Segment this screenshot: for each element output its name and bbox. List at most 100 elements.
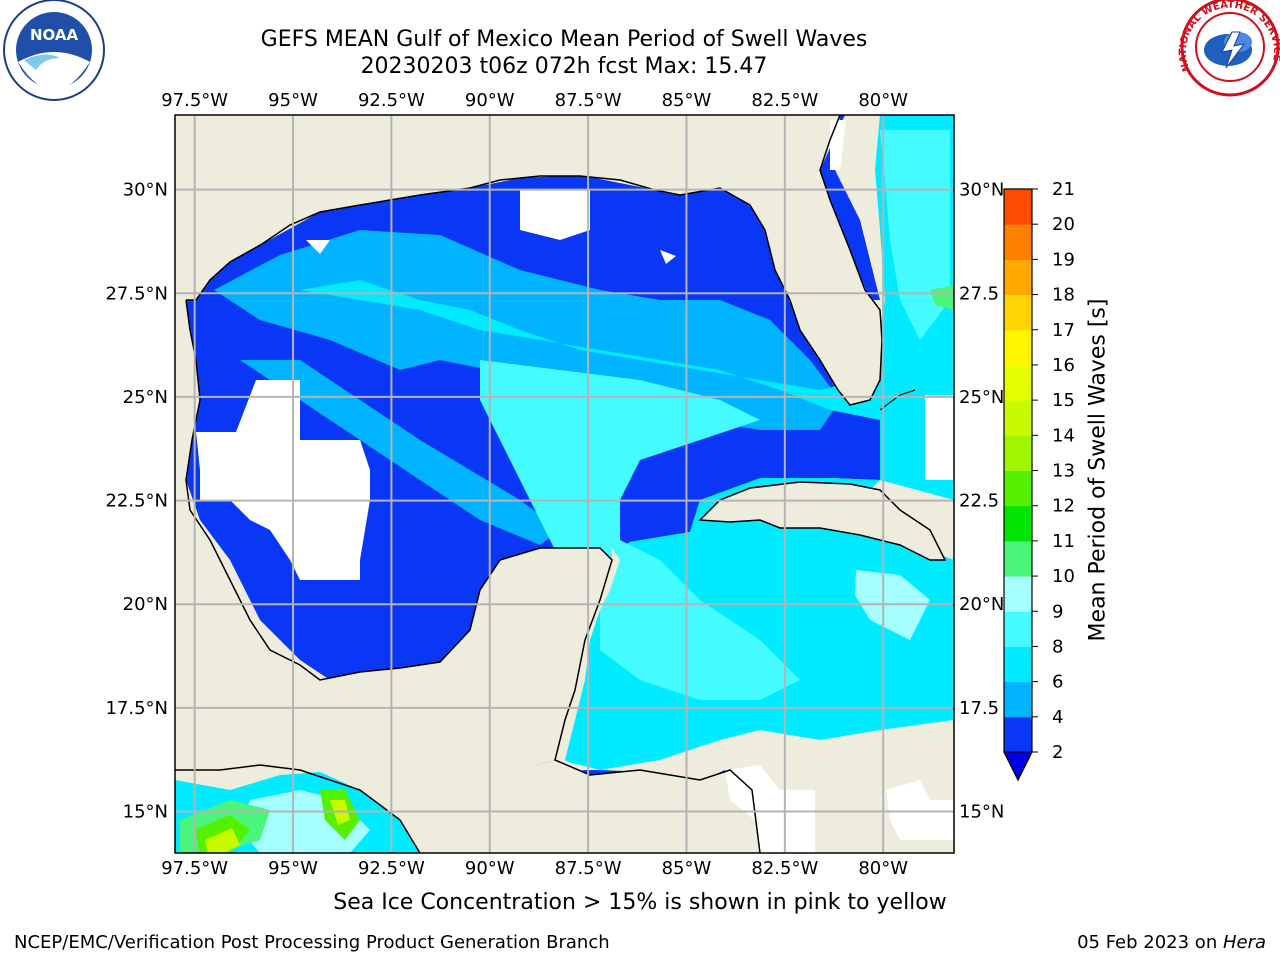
sea-ice-note: Sea Ice Concentration > 15% is shown in … (0, 890, 1280, 915)
colorbar-segment (1004, 224, 1032, 260)
title-line-1: GEFS MEAN Gulf of Mexico Mean Period of … (260, 27, 868, 52)
colorbar-segment (1004, 364, 1032, 401)
lon-label-bottom: 90°W (465, 858, 515, 879)
lon-label-top: 82.5°W (751, 90, 818, 111)
lon-label-top: 92.5°W (358, 90, 425, 111)
lon-label-bottom: 92.5°W (358, 858, 425, 879)
footer-host: Hera (1222, 932, 1266, 953)
lon-label-bottom: 97.5°W (161, 858, 228, 879)
colorbar-tick-label: 21 (1052, 179, 1075, 200)
missing-ne (520, 190, 590, 240)
colorbar-segment (1004, 540, 1032, 577)
lon-label-top: 87.5°W (555, 90, 622, 111)
missing-west (196, 380, 370, 580)
missing-se (886, 780, 954, 840)
lon-label-bottom: 95°W (268, 858, 318, 879)
lon-label-bottom: 87.5°W (555, 858, 622, 879)
colorbar-tick-label: 19 (1052, 249, 1075, 270)
noaa-logo-text: NOAA (30, 26, 79, 44)
missing-honduras (725, 765, 815, 853)
colorbar-tick-label: 13 (1052, 461, 1075, 482)
swell-8-9-b (880, 130, 950, 340)
coastline-fl-keys (879, 389, 916, 411)
sea-ice-note-text: Sea Ice Concentration > 15% is shown in … (333, 890, 947, 915)
lat-label-right: 20°N (959, 594, 1004, 615)
colorbar-segment (1004, 400, 1032, 436)
lat-label-right: 22.5 (959, 491, 999, 512)
colorbar-segment (1004, 505, 1032, 542)
lat-label-right: 30°N (959, 180, 1004, 201)
colorbar: 2 4 6 8 9 10 11 12 13 14 15 16 17 18 19 20 21 (1003, 179, 1075, 782)
footer-date: 05 Feb 2023 on Hera (1077, 932, 1266, 953)
missing-e (925, 395, 954, 480)
colorbar-tick-label: 18 (1052, 285, 1075, 306)
coastline-us (186, 115, 883, 406)
lat-label-left: 22.5°N (105, 491, 168, 512)
colorbar-tick-label: 17 (1052, 320, 1075, 341)
colorbar-tick-label: 16 (1052, 355, 1075, 376)
land-mexico-main (175, 300, 612, 770)
pacific-swell-yellow (205, 828, 240, 853)
lon-label-bottom: 82.5°W (751, 858, 818, 879)
map-panel: 97.5°W 97.5°W 95°W 95°W 92.5°W 92.5°W 90°W 90°W… (105, 90, 1004, 879)
colorbar-tick-label: 20 (1052, 214, 1075, 235)
colorbar-segment (1004, 681, 1032, 718)
lat-label-left: 15°N (123, 802, 168, 823)
lat-label-left: 27.5°N (105, 283, 168, 304)
swell-4-6 (300, 115, 954, 770)
lat-label-left: 25°N (123, 387, 168, 408)
swell-2-4 (214, 230, 840, 430)
lat-label-left: 17.5°N (105, 698, 168, 719)
axis-labels: 97.5°W 97.5°W 95°W 95°W 92.5°W 92.5°W 90°W 90°W… (105, 90, 1004, 879)
nws-logo: NATIONAL WEATHER SERVICE (1178, 0, 1280, 97)
lat-label-right: 15°N (959, 802, 1004, 823)
missing-pocket2 (660, 250, 676, 264)
lat-label-right: 17.5 (959, 698, 999, 719)
coastline-pacific (175, 764, 421, 853)
footer-date-text: 05 Feb 2023 on (1077, 932, 1223, 953)
noaa-logo: NOAA (3, 0, 105, 101)
colorbar-tick-label: 8 (1052, 636, 1063, 657)
lon-label-top: 90°W (465, 90, 515, 111)
swell-6-8 (480, 360, 800, 700)
colorbar-segment (1004, 646, 1032, 683)
colorbar-tick-label: 14 (1052, 425, 1075, 446)
colorbar-segment (1004, 189, 1032, 225)
lat-label-right: 27.5 (959, 283, 999, 304)
swell-2-4-b (240, 360, 560, 545)
lat-label-left: 20°N (123, 594, 168, 615)
colorbar-tick-label: 12 (1052, 496, 1075, 517)
colorbar-segment (1004, 576, 1032, 612)
lon-label-top: 85°W (662, 90, 712, 111)
colorbar-label: Mean Period of Swell Waves [s] (1085, 298, 1111, 642)
lon-label-top: 97.5°W (161, 90, 228, 111)
colorbar-segment (1004, 329, 1032, 366)
lon-label-bottom: 80°W (858, 858, 908, 879)
missing-pocket1 (306, 240, 330, 254)
lon-label-top: 80°W (858, 90, 908, 111)
graticule (175, 115, 954, 853)
colorbar-tick-label: 15 (1052, 390, 1075, 411)
lat-label-right: 25°N (959, 387, 1004, 408)
colorbar-segment (1004, 435, 1032, 471)
footer-credit: NCEP/EMC/Verification Post Processing Pr… (14, 932, 610, 953)
coastline-mexico (185, 299, 761, 853)
colorbar-segment (1004, 611, 1032, 647)
colorbar-frame (1003, 188, 1033, 782)
title-line-2: 20230203 t06z 072h fcst Max: 15.47 (360, 54, 768, 79)
colorbar-tick-label: 10 (1052, 566, 1075, 587)
lon-label-bottom: 85°W (662, 858, 712, 879)
colorbar-tick-label: 6 (1052, 672, 1063, 693)
colorbar-segment (1004, 470, 1032, 507)
colorbar-extend-arrow (1003, 751, 1033, 782)
coastline-cuba (698, 481, 947, 561)
lon-label-top: 95°W (268, 90, 318, 111)
lat-label-left: 30°N (123, 180, 168, 201)
colorbar-tick-label: 9 (1052, 601, 1063, 622)
land-us (175, 115, 882, 405)
map-frame (174, 114, 955, 854)
missing-fl (830, 120, 846, 170)
colorbar-tick-label: 4 (1052, 707, 1063, 728)
colorbar-segment (1004, 259, 1032, 296)
